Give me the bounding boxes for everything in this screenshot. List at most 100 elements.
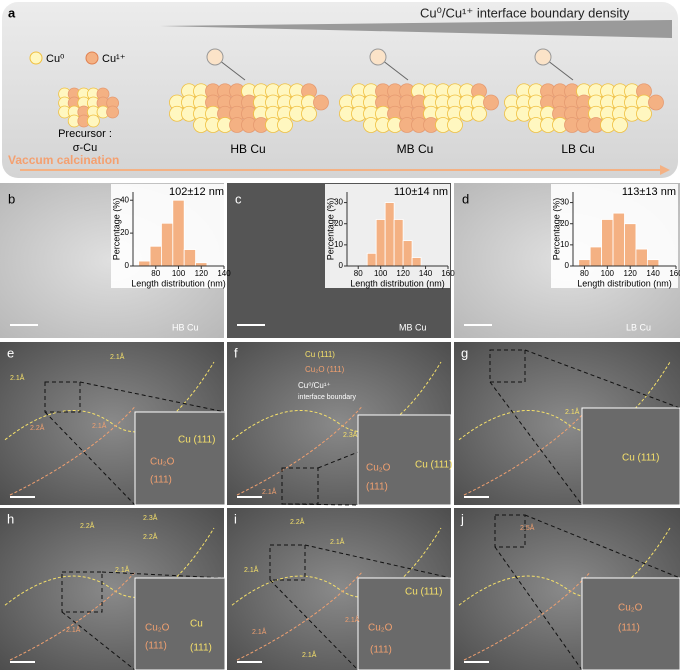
- boundary-trace: [231, 361, 442, 441]
- panel-label: d: [462, 191, 469, 206]
- x-tick-label: 120: [195, 269, 209, 278]
- magnifier: [369, 48, 387, 66]
- bar: [149, 245, 162, 267]
- inset-image: [581, 577, 680, 670]
- annotation: 2.1Å: [330, 537, 345, 546]
- bar: [384, 202, 395, 267]
- annotation: 2.1Å: [66, 625, 81, 634]
- magnifier: [206, 48, 224, 66]
- y-tick-label: 20: [560, 219, 569, 228]
- bar: [183, 249, 196, 267]
- boundary-trace: [9, 406, 135, 496]
- annotation: Cu₂O: [618, 603, 643, 614]
- panel-label: c: [235, 191, 242, 206]
- boundary-trace: [4, 527, 215, 606]
- annotation: 2.1Å: [302, 650, 317, 659]
- annotation: (111): [145, 641, 167, 652]
- x-tick-label: 80: [354, 269, 363, 278]
- bar: [601, 219, 614, 267]
- annotation: Cu (111): [415, 460, 452, 471]
- bar: [393, 219, 404, 267]
- annotation: 2.1Å: [565, 407, 580, 416]
- magnifier: [534, 48, 552, 66]
- annotation: 2.1Å: [10, 373, 25, 382]
- panel-label: g: [461, 345, 468, 360]
- particle: [87, 114, 100, 128]
- zoom-box: [44, 381, 81, 413]
- particle: [612, 117, 628, 133]
- y-tick-label: 10: [560, 240, 569, 249]
- panel-label: h: [7, 511, 14, 526]
- annotation: Cu⁰/Cu¹⁺: [298, 381, 331, 390]
- annotation: Cu₂O: [368, 623, 393, 634]
- chart-title: 113±13 nm: [622, 186, 676, 198]
- panel-label: b: [8, 191, 15, 206]
- zoom-box: [489, 349, 526, 383]
- annotation: Cu (111): [305, 350, 335, 359]
- sample-label: HB Cu: [230, 142, 265, 156]
- bar: [635, 248, 648, 267]
- x-tick-label: 100: [172, 269, 186, 278]
- annotation: (111): [618, 623, 640, 634]
- boundary-trace: [463, 572, 590, 661]
- chart-title: 110±14 nm: [394, 186, 448, 198]
- particle: [471, 105, 487, 122]
- panel-a-title: Cu⁰/Cu¹⁺ interface boundary density: [420, 5, 630, 20]
- x-axis-label: Length distribution (nm): [577, 278, 672, 288]
- y-axis-label: Percentage (%): [111, 198, 121, 261]
- annotation: interface boundary: [298, 394, 356, 401]
- boundary-trace: [463, 406, 590, 496]
- annotation: Cu (111): [405, 587, 442, 598]
- annotation: Cu (111): [622, 453, 659, 464]
- zoom-line: [281, 503, 359, 506]
- annotation: (111): [370, 645, 392, 656]
- sample-label: HB Cu: [172, 322, 199, 332]
- x-tick-label: 120: [624, 269, 638, 278]
- sample-label: LB Cu: [561, 142, 594, 156]
- annotation: 2.2Å: [143, 532, 158, 541]
- legend-label: Cu⁰: [46, 53, 65, 65]
- density-wedge: [160, 20, 672, 38]
- boundary-trace: [236, 406, 362, 496]
- precursor-label: Precursor :: [58, 128, 112, 140]
- zoom-line: [79, 381, 226, 413]
- annotation: Cu₂O (111): [305, 365, 345, 374]
- y-tick-label: 30: [560, 198, 569, 207]
- x-tick-label: 120: [396, 269, 410, 278]
- y-tick-label: 0: [565, 261, 570, 270]
- annotation: (111): [190, 643, 212, 654]
- boundary-trace: [458, 527, 671, 606]
- particle: [483, 94, 499, 111]
- zoom-line: [61, 611, 136, 670]
- annotation: 2.1Å: [244, 565, 259, 574]
- panel-label: a: [8, 5, 16, 20]
- panel-label: i: [234, 511, 237, 526]
- zoom-line: [304, 544, 452, 579]
- particle: [447, 117, 463, 133]
- x-tick-label: 100: [601, 269, 615, 278]
- inset-image: [357, 577, 452, 670]
- legend-swatch: [29, 51, 43, 65]
- annotation: 2.1Å: [262, 487, 277, 496]
- inset-image: [357, 414, 452, 506]
- y-axis-label: Percentage (%): [551, 198, 561, 261]
- annotation: 2.3Å: [343, 430, 358, 439]
- x-tick-label: 100: [374, 269, 388, 278]
- annotation: (111): [150, 475, 172, 486]
- inset-image: [134, 577, 226, 670]
- bar: [612, 212, 625, 267]
- particle: [636, 105, 652, 122]
- particle: [313, 94, 329, 111]
- annotation: 2.2Å: [290, 517, 305, 526]
- x-tick-label: 140: [217, 269, 231, 278]
- annotation: 2.1Å: [252, 627, 267, 636]
- zoom-line: [44, 411, 136, 506]
- y-tick-label: 0: [125, 261, 130, 270]
- annotation: Cu (111): [178, 435, 215, 446]
- zoom-line: [489, 381, 583, 506]
- bar: [411, 257, 422, 267]
- boundary-trace: [9, 572, 135, 661]
- x-tick-label: 140: [646, 269, 660, 278]
